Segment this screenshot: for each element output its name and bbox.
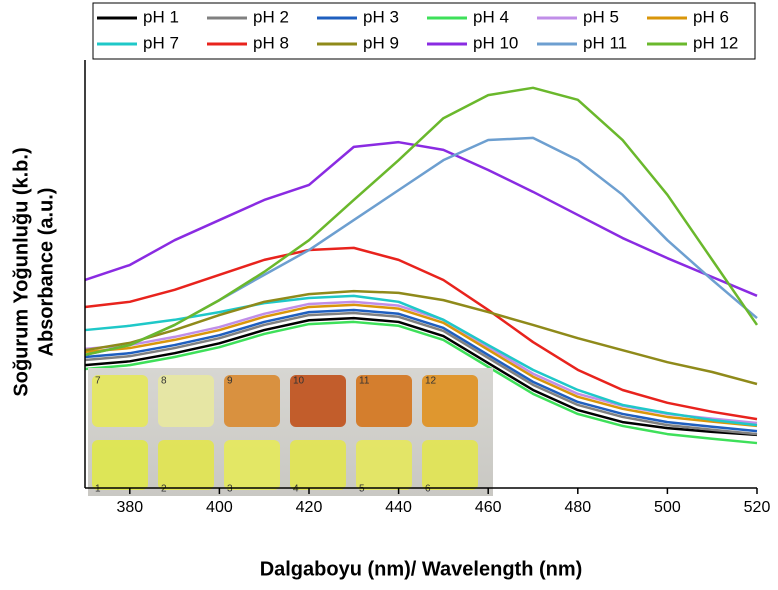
inset-label: 4 bbox=[293, 484, 299, 495]
y-axis-title: Absorbance (a.u.) bbox=[35, 188, 57, 357]
series-line bbox=[84, 289, 758, 386]
x-tick-label: 380 bbox=[116, 499, 143, 516]
legend-label: pH 11 bbox=[583, 33, 627, 52]
inset-label: 1 bbox=[95, 484, 101, 495]
inset-label: 8 bbox=[161, 376, 167, 387]
cuvette bbox=[224, 440, 280, 490]
inset-label: 9 bbox=[227, 376, 233, 387]
cuvette bbox=[356, 375, 412, 427]
plot-lines bbox=[84, 86, 759, 445]
series-line bbox=[84, 140, 758, 297]
cuvette bbox=[92, 375, 148, 427]
cuvette bbox=[158, 440, 214, 490]
x-tick-label: 480 bbox=[564, 499, 591, 516]
legend-label: pH 2 bbox=[253, 7, 289, 26]
inset-label: 6 bbox=[425, 484, 431, 495]
series-line bbox=[84, 303, 758, 428]
series-line bbox=[84, 320, 758, 445]
inset-label: 12 bbox=[425, 376, 437, 387]
series-line bbox=[84, 308, 758, 433]
inset-label: 7 bbox=[95, 376, 101, 387]
cuvette bbox=[290, 375, 346, 427]
cuvette bbox=[422, 375, 478, 427]
cuvette bbox=[224, 375, 280, 427]
cuvette bbox=[422, 440, 478, 490]
x-tick-label: 440 bbox=[385, 499, 412, 516]
legend-label: pH 10 bbox=[473, 33, 518, 52]
legend-label: pH 12 bbox=[693, 33, 738, 52]
legend-label: pH 9 bbox=[363, 33, 399, 52]
inset-label: 5 bbox=[359, 484, 365, 495]
series-line bbox=[84, 136, 758, 357]
series-line bbox=[84, 294, 758, 427]
inset-label: 10 bbox=[293, 376, 305, 387]
x-tick-label: 460 bbox=[475, 499, 502, 516]
legend-label: pH 4 bbox=[473, 7, 509, 26]
x-tick-label: 520 bbox=[744, 499, 771, 516]
inset-photo: 7 1 8 2 9 3 10 4 11 5 12 6 bbox=[88, 368, 493, 496]
legend-label: pH 7 bbox=[143, 33, 179, 52]
series-line bbox=[84, 311, 758, 436]
legend-label: pH 5 bbox=[583, 7, 619, 26]
legend-box bbox=[92, 2, 756, 60]
series-line bbox=[84, 246, 758, 421]
inset-label: 3 bbox=[227, 484, 233, 495]
cuvette bbox=[92, 440, 148, 490]
inset-label: 11 bbox=[359, 376, 370, 387]
legend-label: pH 8 bbox=[253, 33, 289, 52]
x-axis-title: Dalgaboyu (nm)/ Wavelength (nm) bbox=[260, 558, 583, 580]
cuvette bbox=[290, 440, 346, 490]
inset-label: 2 bbox=[161, 484, 167, 495]
cuvette bbox=[158, 375, 214, 427]
x-tick-label: 400 bbox=[206, 499, 233, 516]
legend-label: pH 1 bbox=[143, 7, 179, 26]
series-line bbox=[84, 86, 759, 357]
x-tick-label: 420 bbox=[296, 499, 323, 516]
legend-label: pH 3 bbox=[363, 7, 399, 26]
y-axis-title: Soğurum Yoğunluğu (k.b.) bbox=[10, 147, 32, 396]
cuvette bbox=[356, 440, 412, 490]
series-line bbox=[84, 316, 758, 437]
legend-label: pH 6 bbox=[693, 7, 729, 26]
x-tick-label: 500 bbox=[654, 499, 681, 516]
